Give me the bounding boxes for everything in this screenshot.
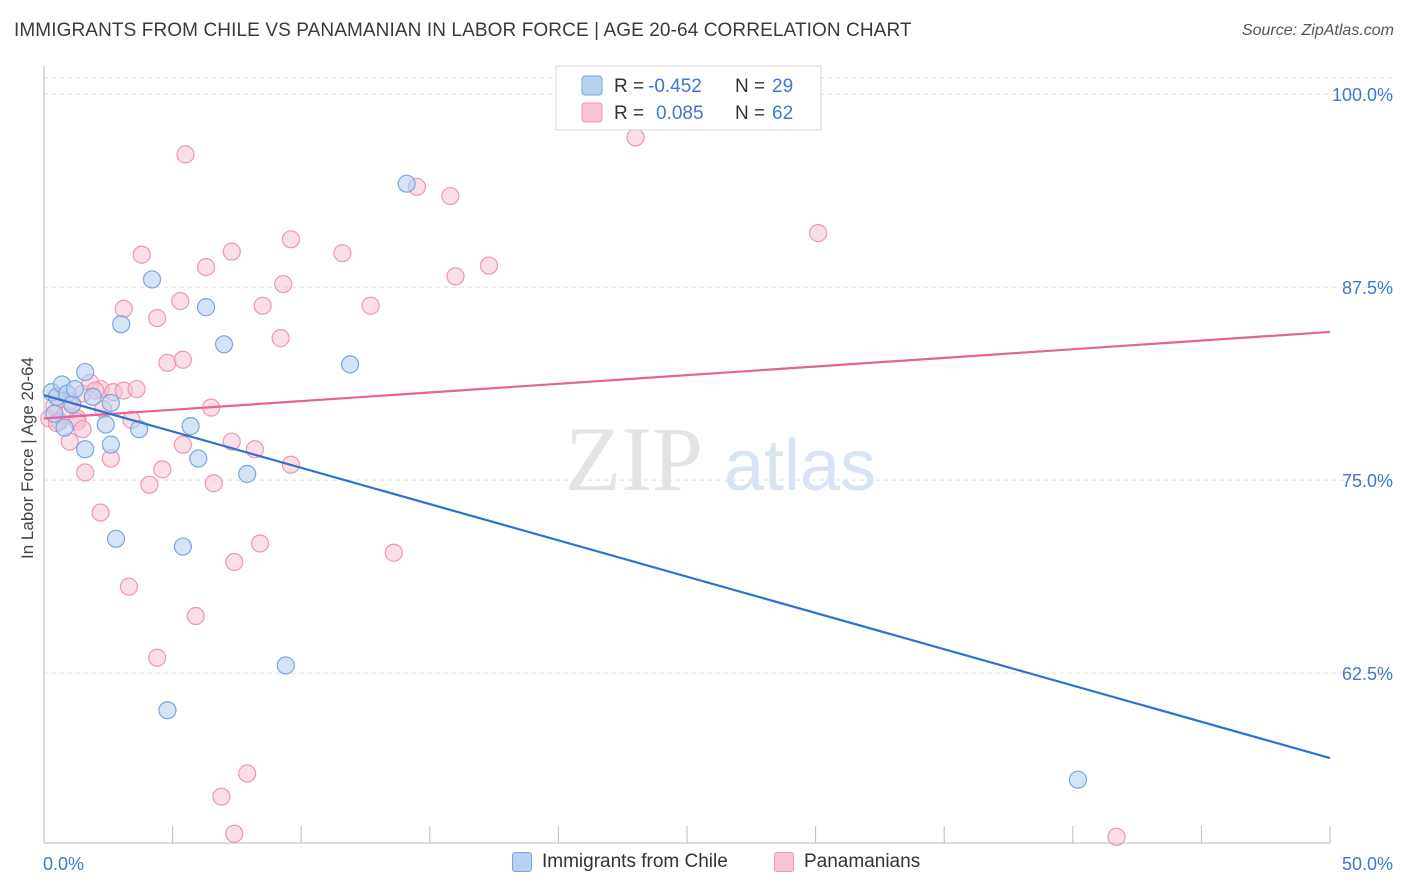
chart-title: IMMIGRANTS FROM CHILE VS PANAMANIAN IN L… xyxy=(14,20,912,41)
chile-point xyxy=(181,417,200,436)
panamanians-point xyxy=(253,296,272,315)
panamanians-point xyxy=(76,463,95,482)
panamanians-point xyxy=(250,534,270,553)
chile-point xyxy=(83,387,102,406)
chile-point xyxy=(76,440,95,459)
legend-r-label-chile: R = xyxy=(614,76,644,97)
legend-n-value-chile: 29 xyxy=(772,76,793,97)
panamanians-point xyxy=(127,379,146,399)
tick-labels: 62.5% 75.0% 87.5% 100.0% 0.0% 50.0% xyxy=(43,85,1393,874)
panamanians-point xyxy=(225,824,244,843)
legend-r-label-panamanians: R = xyxy=(614,103,644,124)
panamanians-point xyxy=(186,606,205,626)
legend-item-chile[interactable]: Immigrants from Chile xyxy=(512,851,728,873)
legend-swatch-panamanians-bottom xyxy=(774,852,794,872)
watermark: ZIP atlas xyxy=(565,408,876,510)
chile-point xyxy=(1068,770,1088,789)
chile-point xyxy=(76,362,95,382)
y-tick-label: 75.0% xyxy=(1342,471,1393,491)
legend-n-value-panamanians: 62 xyxy=(772,103,793,124)
legend-label-chile: Immigrants from Chile xyxy=(542,851,728,872)
panamanians-point xyxy=(114,299,133,318)
panamanians-point xyxy=(626,128,645,147)
chile-point xyxy=(214,335,234,354)
x-tick-label-min: 0.0% xyxy=(43,854,84,874)
panamanians-point xyxy=(196,257,216,277)
correlation-legend: R = -0.452 N = 29 R = 0.085 N = 62 xyxy=(555,65,822,131)
gridlines xyxy=(44,77,1392,674)
trend-lines xyxy=(43,330,1331,760)
panamanians-point xyxy=(212,787,231,806)
panamanians-point xyxy=(361,296,380,315)
chile-trend-line xyxy=(43,394,1331,760)
panamanians-point xyxy=(73,420,92,439)
chile-point xyxy=(101,435,120,454)
chile-point xyxy=(196,298,216,317)
panamanians-point xyxy=(441,186,460,206)
chile-point xyxy=(130,420,149,439)
chile-point xyxy=(158,701,177,720)
legend-r-value-panamanians: 0.085 xyxy=(656,103,704,124)
watermark-atlas: atlas xyxy=(724,426,876,506)
panamanians-point xyxy=(446,267,465,286)
legend-n-label-panamanians: N = xyxy=(735,103,765,124)
panamanians-point xyxy=(148,648,167,667)
legend-swatch-panamanians xyxy=(581,102,603,123)
panamanians-point xyxy=(140,475,159,494)
chile-point xyxy=(112,315,131,334)
legend-label-panamanians: Panamanians xyxy=(804,851,921,872)
panamanians-point xyxy=(176,145,195,164)
chile-point xyxy=(142,270,162,289)
panamanians-point xyxy=(384,543,403,562)
panamanians-point xyxy=(204,474,223,493)
legend-n-label-chile: N = xyxy=(735,76,765,97)
panamanians-point xyxy=(271,329,290,348)
panamanians-point xyxy=(225,552,244,572)
panamanians-point xyxy=(238,764,257,783)
panamanians-point xyxy=(281,230,301,249)
panamanians-point xyxy=(333,244,352,263)
panamanians-point xyxy=(173,350,192,369)
watermark-zip: ZIP xyxy=(565,408,703,510)
chile-point xyxy=(276,656,295,675)
chile-point xyxy=(173,537,192,556)
chile-point xyxy=(96,415,115,434)
panamanians-point xyxy=(158,353,177,372)
panamanians-point xyxy=(132,245,151,264)
legend-item-panamanians[interactable]: Panamanians xyxy=(774,851,920,873)
panamanians-point xyxy=(153,460,172,479)
panamanians-point xyxy=(119,577,138,596)
chile-point xyxy=(397,174,416,193)
legend-swatch-chile xyxy=(581,75,603,96)
series-legend: Immigrants from Chile Panamanians xyxy=(0,851,1406,877)
legend-r-value-chile: -0.452 xyxy=(648,76,702,97)
panamanians-point xyxy=(91,503,110,522)
chile-point xyxy=(101,393,120,413)
panamanians-point xyxy=(479,256,499,275)
panamanians-point xyxy=(148,308,167,328)
panamanians-point xyxy=(809,224,828,243)
panamanians-point xyxy=(1107,827,1126,846)
panamanians-point xyxy=(171,291,190,311)
x-tick-label-max: 50.0% xyxy=(1342,854,1393,874)
chile-point xyxy=(340,355,360,374)
panamanians-point xyxy=(274,274,293,294)
chile-point xyxy=(189,449,208,468)
chile-point xyxy=(65,379,84,399)
panamanians-point xyxy=(173,435,192,454)
y-tick-label: 100.0% xyxy=(1332,85,1393,105)
y-tick-label: 62.5% xyxy=(1342,664,1393,684)
legend-swatch-chile-bottom xyxy=(512,852,532,872)
y-tick-label: 87.5% xyxy=(1342,278,1393,298)
chile-point xyxy=(238,464,257,484)
source-label: Source: ZipAtlas.com xyxy=(1241,22,1394,39)
chile-point xyxy=(55,418,74,437)
panamanians-point xyxy=(222,432,241,451)
panamanians-point xyxy=(222,242,241,261)
chile-point xyxy=(106,529,126,548)
panamanians-trend-line xyxy=(43,330,1331,420)
